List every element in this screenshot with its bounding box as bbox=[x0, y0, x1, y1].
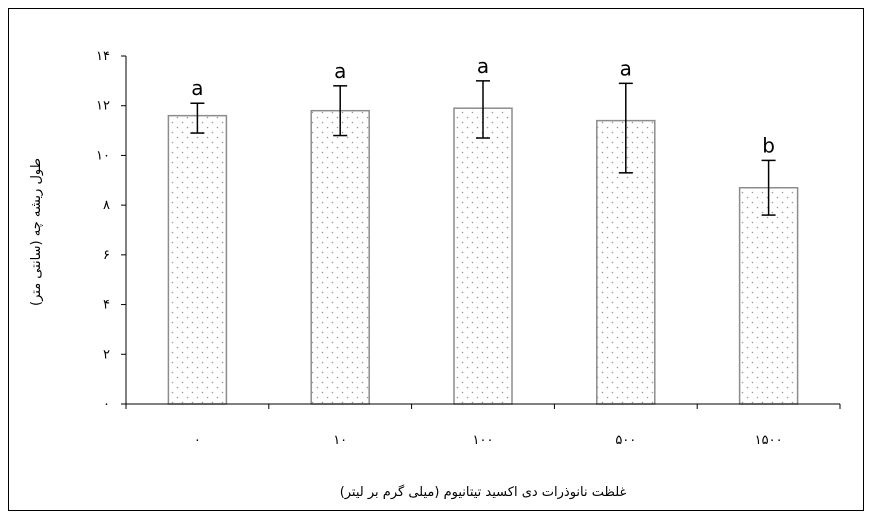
y-tick-label: ۴ bbox=[103, 298, 110, 313]
significance-label: a bbox=[191, 76, 203, 100]
significance-label: a bbox=[477, 54, 489, 78]
y-tick-label: ۶ bbox=[103, 248, 110, 263]
significance-label: a bbox=[620, 56, 632, 80]
x-tick-label: ۱۰ bbox=[333, 433, 347, 448]
x-axis-title: غلظت نانوذرات دی اکسید تیتانیوم (میلی گر… bbox=[340, 484, 627, 500]
y-tick-label: ۰ bbox=[103, 397, 110, 412]
bar bbox=[167, 114, 228, 405]
y-tick-label: ۱۴ bbox=[96, 49, 110, 64]
y-axis-title: طول ریشه چه (سانتی متر) bbox=[29, 158, 44, 306]
significance-label: a bbox=[334, 59, 346, 83]
bar bbox=[738, 186, 799, 405]
x-tick-label: ۱۵۰۰ bbox=[755, 433, 783, 448]
x-tick-label: ۱۰۰ bbox=[473, 433, 494, 448]
y-ticks-layer: ۰ ۲ ۴ ۶ ۸ ۱۰ ۱۲ ۱۴ bbox=[96, 49, 126, 412]
y-tick-label: ۱۰ bbox=[96, 148, 110, 163]
x-tick-label: ۰ bbox=[194, 433, 201, 448]
y-tick-label: ۲ bbox=[103, 347, 110, 362]
chart-frame bbox=[8, 8, 864, 511]
bar bbox=[310, 109, 370, 405]
significance-labels-layer: a a a a b bbox=[191, 54, 775, 158]
y-tick-label: ۸ bbox=[103, 198, 110, 213]
x-tick-label: ۵۰۰ bbox=[615, 433, 636, 448]
bar bbox=[453, 107, 513, 405]
error-bars-layer bbox=[190, 80, 776, 216]
significance-label: b bbox=[762, 133, 775, 157]
bars-layer bbox=[167, 107, 799, 405]
y-tick-label: ۱۲ bbox=[96, 99, 110, 114]
x-ticks-layer: ۰ ۱۰ ۱۰۰ ۵۰۰ ۱۵۰۰ bbox=[125, 404, 841, 448]
